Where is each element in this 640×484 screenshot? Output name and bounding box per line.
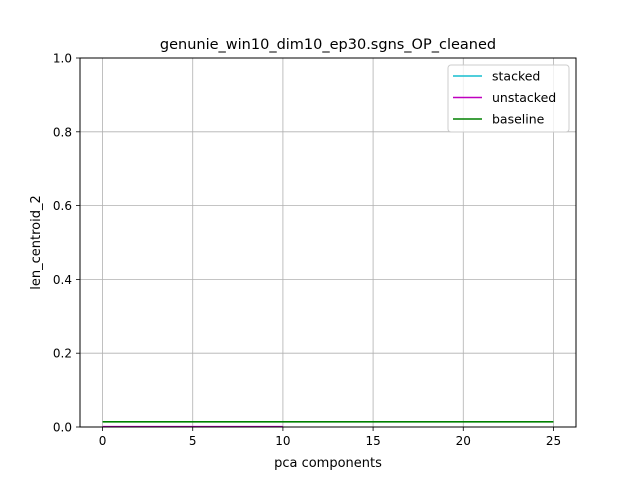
x-tick-label: 15 — [365, 434, 380, 448]
x-tick-label: 25 — [546, 434, 561, 448]
x-tick-label: 10 — [275, 434, 290, 448]
legend-entries: stacked unstacked baseline — [453, 69, 556, 127]
y-axis-label: len_centroid_2 — [29, 195, 44, 289]
y-tick-label: 0.8 — [53, 125, 72, 139]
y-tick-label: 1.0 — [53, 52, 72, 66]
x-axis-ticks: 0 5 10 15 20 25 — [99, 427, 561, 448]
legend-label-unstacked: unstacked — [492, 90, 556, 105]
plot-area-frame — [79, 57, 577, 428]
x-tick-label: 0 — [99, 434, 107, 448]
x-axis-label: pca components — [274, 456, 382, 471]
y-tick-label: 0.2 — [53, 347, 72, 361]
y-axis-ticks: 0.0 0.2 0.4 0.6 0.8 1.0 — [53, 52, 80, 435]
legend: stacked unstacked baseline — [447, 64, 570, 133]
legend-label-stacked: stacked — [492, 69, 540, 84]
y-tick-label: 0.4 — [53, 273, 72, 287]
chart-title: genunie_win10_dim10_ep30.sgns_OP_cleaned — [160, 37, 496, 53]
x-tick-label: 5 — [189, 434, 197, 448]
y-tick-label: 0.6 — [53, 199, 72, 213]
legend-label-baseline: baseline — [492, 112, 545, 127]
y-tick-label: 0.0 — [53, 421, 72, 435]
x-tick-label: 20 — [456, 434, 471, 448]
legend-box — [447, 64, 570, 133]
